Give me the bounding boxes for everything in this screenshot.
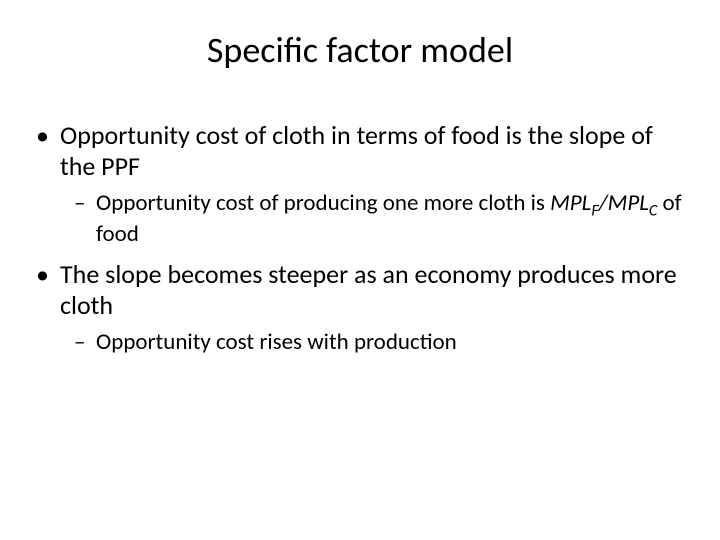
slide-title: Specific factor model	[0, 28, 720, 72]
bullet-level2: Opportunity cost rises with production	[36, 329, 684, 357]
bullet-text-pre: Opportunity cost of producing one more c…	[96, 189, 550, 217]
bullet-level1: The slope becomes steeper as an economy …	[36, 259, 684, 321]
formula-mpl-f: MPL	[550, 189, 591, 217]
bullet-level2: Opportunity cost of producing one more c…	[36, 190, 684, 249]
formula-mpl-c: MPL	[608, 189, 649, 217]
formula-sub-f: F	[591, 202, 598, 221]
bullet-level1: Opportunity cost of cloth in terms of fo…	[36, 120, 684, 182]
slide-content: Opportunity cost of cloth in terms of fo…	[0, 120, 720, 357]
formula-slash: /	[599, 189, 608, 217]
